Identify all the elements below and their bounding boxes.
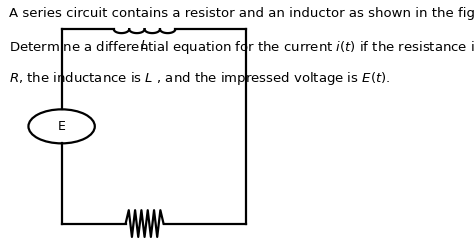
Text: A series circuit contains a resistor and an inductor as shown in the figure.: A series circuit contains a resistor and… (9, 7, 474, 20)
Text: L: L (141, 40, 148, 52)
Text: E: E (58, 120, 65, 133)
Text: Determine a differential equation for the current $i(t)$ if the resistance is: Determine a differential equation for th… (9, 39, 474, 56)
Text: $R$, the inductance is $L$ , and the impressed voltage is $E(t)$.: $R$, the inductance is $L$ , and the imp… (9, 70, 391, 87)
